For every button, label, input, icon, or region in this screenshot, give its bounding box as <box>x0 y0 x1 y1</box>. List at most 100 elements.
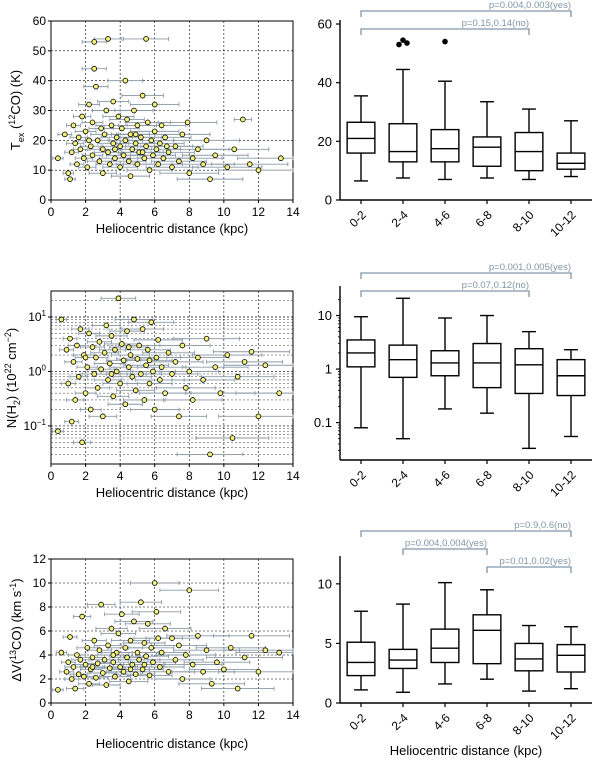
x-tick-label: 8 <box>186 205 193 219</box>
data-point <box>179 342 186 349</box>
data-point <box>86 680 92 687</box>
data-point <box>74 652 80 658</box>
data-point <box>195 632 201 639</box>
x-tick-label: 4 <box>117 469 124 483</box>
x-axis-label: Heliocentric distance (kpc) <box>96 485 248 500</box>
data-point <box>115 295 122 302</box>
data-point <box>162 625 168 632</box>
data-point <box>164 143 170 150</box>
data-point <box>145 119 151 126</box>
data-point <box>86 137 92 144</box>
data-point <box>141 155 148 162</box>
box-iqr <box>346 121 376 154</box>
data-point <box>172 143 179 150</box>
x-tick-label: 10-12 <box>547 208 579 240</box>
x-tick-label: 2-4 <box>389 208 411 230</box>
box-iqr <box>472 136 502 167</box>
data-point <box>189 661 196 668</box>
data-point <box>89 654 96 661</box>
data-point <box>176 413 182 420</box>
data-point <box>195 354 201 361</box>
data-point <box>113 134 120 141</box>
data-point <box>108 333 115 339</box>
data-point <box>108 122 115 129</box>
data-point <box>101 350 108 356</box>
box-iqr <box>472 342 502 389</box>
data-point <box>162 390 168 396</box>
data-point <box>91 637 98 644</box>
x-tick-label: 14 <box>286 205 300 219</box>
data-point <box>105 642 111 649</box>
data-point <box>70 359 77 365</box>
y-tick-label: 4 <box>39 648 46 662</box>
outlier-point <box>442 38 448 45</box>
data-point <box>70 664 77 670</box>
y-tick-label: 0 <box>325 696 332 711</box>
significance-label: p=0.01,0.02(yes) <box>499 556 571 567</box>
data-point <box>74 342 80 349</box>
data-point <box>110 659 117 665</box>
y-tick-label: 5 <box>325 636 332 651</box>
data-point <box>112 673 118 680</box>
data-point <box>186 170 193 176</box>
data-point <box>146 167 153 173</box>
x-tick-label: 10-12 <box>547 468 579 500</box>
data-point <box>67 176 73 182</box>
data-point <box>112 146 118 153</box>
data-point <box>100 146 106 153</box>
data-point <box>212 152 219 159</box>
data-point <box>62 131 68 138</box>
outlier-point <box>400 37 406 43</box>
data-point <box>241 654 248 661</box>
data-point <box>200 161 206 168</box>
data-point <box>176 158 182 165</box>
data-point <box>186 368 193 375</box>
data-point <box>125 678 132 685</box>
data-point <box>105 377 111 383</box>
y-axis-label: Tex (12CO) (K) <box>7 70 26 150</box>
x-tick-label: 4-6 <box>431 468 453 490</box>
data-point <box>63 346 70 353</box>
data-point <box>108 371 115 377</box>
data-point <box>67 634 73 640</box>
data-point <box>89 119 96 126</box>
data-point <box>240 116 246 123</box>
data-point <box>98 366 104 373</box>
data-point <box>122 644 129 651</box>
data-point <box>176 642 182 649</box>
data-point <box>146 672 153 679</box>
data-point <box>96 158 103 165</box>
data-point <box>169 371 175 377</box>
significance-bracket <box>360 530 572 537</box>
data-point <box>75 134 82 141</box>
data-point <box>255 167 262 173</box>
data-point <box>117 380 123 387</box>
box-iqr <box>514 642 544 672</box>
data-point <box>150 659 156 665</box>
x-tick-label: 6 <box>151 205 158 219</box>
data-point <box>127 666 134 673</box>
data-point <box>98 601 104 608</box>
x-tick-label: 12 <box>252 205 266 219</box>
data-point <box>150 368 156 375</box>
data-point <box>81 155 87 162</box>
box-iqr <box>556 152 586 170</box>
data-point <box>105 36 111 42</box>
data-point <box>189 155 196 162</box>
data-point <box>112 155 118 162</box>
significance-label: p=0.001,0.005(yes) <box>489 262 571 273</box>
data-point <box>103 107 110 114</box>
data-point <box>93 83 99 90</box>
data-point <box>143 143 149 150</box>
data-point <box>122 137 129 144</box>
data-point <box>127 637 134 644</box>
x-axis-label: Heliocentric distance (kpc) <box>390 743 542 758</box>
box-iqr <box>430 128 460 163</box>
data-point <box>262 362 269 369</box>
x-tick-label: 10 <box>217 708 231 722</box>
data-point <box>67 335 73 342</box>
significance-label: p=0.9,0.6(no) <box>514 520 571 531</box>
data-point <box>96 339 103 345</box>
data-point <box>141 397 148 403</box>
data-point <box>183 385 189 391</box>
